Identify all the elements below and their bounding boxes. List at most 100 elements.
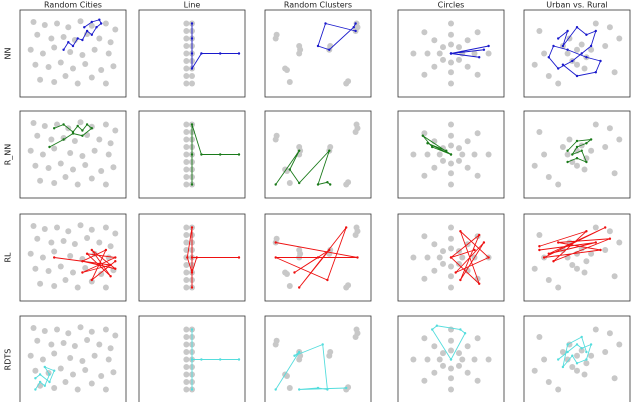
route-stop xyxy=(575,157,579,160)
city xyxy=(353,121,360,128)
city xyxy=(88,22,95,29)
city xyxy=(431,37,438,44)
city xyxy=(541,50,548,57)
city xyxy=(107,345,114,352)
route-stop xyxy=(316,44,320,48)
route-stop xyxy=(316,386,320,390)
city xyxy=(183,50,190,57)
city xyxy=(448,365,454,372)
panel xyxy=(19,110,127,199)
city xyxy=(183,151,190,158)
route-stop xyxy=(71,44,75,48)
route-stop xyxy=(459,230,462,233)
city xyxy=(616,136,623,143)
city xyxy=(183,65,190,72)
route-stop xyxy=(328,48,331,51)
city xyxy=(531,162,538,169)
route-stop xyxy=(585,230,588,233)
route-stop xyxy=(200,153,203,156)
city xyxy=(611,69,618,76)
city xyxy=(353,326,360,333)
city xyxy=(77,222,84,229)
city xyxy=(283,67,290,73)
city xyxy=(74,181,81,188)
city xyxy=(592,224,599,231)
city xyxy=(436,151,443,158)
route-stop xyxy=(71,132,75,135)
panel xyxy=(523,213,631,302)
route-stop xyxy=(566,343,569,346)
route-stop xyxy=(114,256,117,259)
route-stop xyxy=(274,183,277,186)
panel xyxy=(523,315,631,402)
city xyxy=(183,262,190,268)
city xyxy=(48,239,55,246)
city xyxy=(296,144,303,150)
city xyxy=(51,248,58,255)
route-stop xyxy=(431,328,434,331)
city xyxy=(183,28,190,34)
city xyxy=(45,165,52,171)
city xyxy=(485,356,492,363)
route-stop xyxy=(186,256,189,259)
panel xyxy=(138,110,246,199)
route-stop xyxy=(459,328,462,331)
route-stop xyxy=(589,343,593,346)
route-stop xyxy=(83,26,86,29)
route xyxy=(557,336,592,368)
city xyxy=(34,337,41,344)
city xyxy=(37,280,44,287)
city xyxy=(421,233,428,240)
city xyxy=(564,151,571,158)
route-stop xyxy=(599,248,602,252)
city xyxy=(77,18,84,25)
city xyxy=(67,253,74,259)
city xyxy=(67,355,74,361)
route-stop xyxy=(190,52,194,55)
city xyxy=(574,352,580,359)
city xyxy=(32,367,39,374)
route-stop xyxy=(321,343,324,346)
city xyxy=(79,358,86,364)
route-stop xyxy=(585,33,588,36)
route-stop xyxy=(473,248,476,252)
route-stop xyxy=(190,358,194,361)
city xyxy=(606,125,613,132)
route-stop xyxy=(48,145,51,149)
city xyxy=(189,73,195,79)
city xyxy=(602,349,609,355)
city xyxy=(107,243,114,250)
route-stop xyxy=(298,350,301,354)
route-stop xyxy=(293,354,296,357)
city xyxy=(183,224,190,231)
city xyxy=(65,24,72,31)
city xyxy=(283,271,290,277)
route-stop xyxy=(190,183,194,186)
city xyxy=(327,43,334,49)
route-stop xyxy=(580,149,583,152)
city xyxy=(183,181,190,188)
city xyxy=(606,228,613,235)
route-stop xyxy=(575,343,579,346)
city xyxy=(82,367,89,373)
city xyxy=(273,235,280,242)
city xyxy=(431,267,438,274)
city xyxy=(57,59,64,66)
city xyxy=(464,138,471,145)
route xyxy=(275,150,331,186)
city xyxy=(286,180,293,186)
route-stop xyxy=(67,41,70,44)
route-stop xyxy=(561,365,565,369)
panel xyxy=(523,110,631,199)
city xyxy=(578,41,585,48)
city xyxy=(32,61,39,68)
city xyxy=(57,160,64,167)
panel xyxy=(138,315,246,402)
city xyxy=(183,284,190,291)
city xyxy=(455,44,462,51)
route-stop xyxy=(48,373,51,376)
route-stop xyxy=(585,160,588,164)
row-label: RL xyxy=(4,252,13,263)
route-stop xyxy=(293,271,296,274)
route-stop xyxy=(109,275,112,278)
